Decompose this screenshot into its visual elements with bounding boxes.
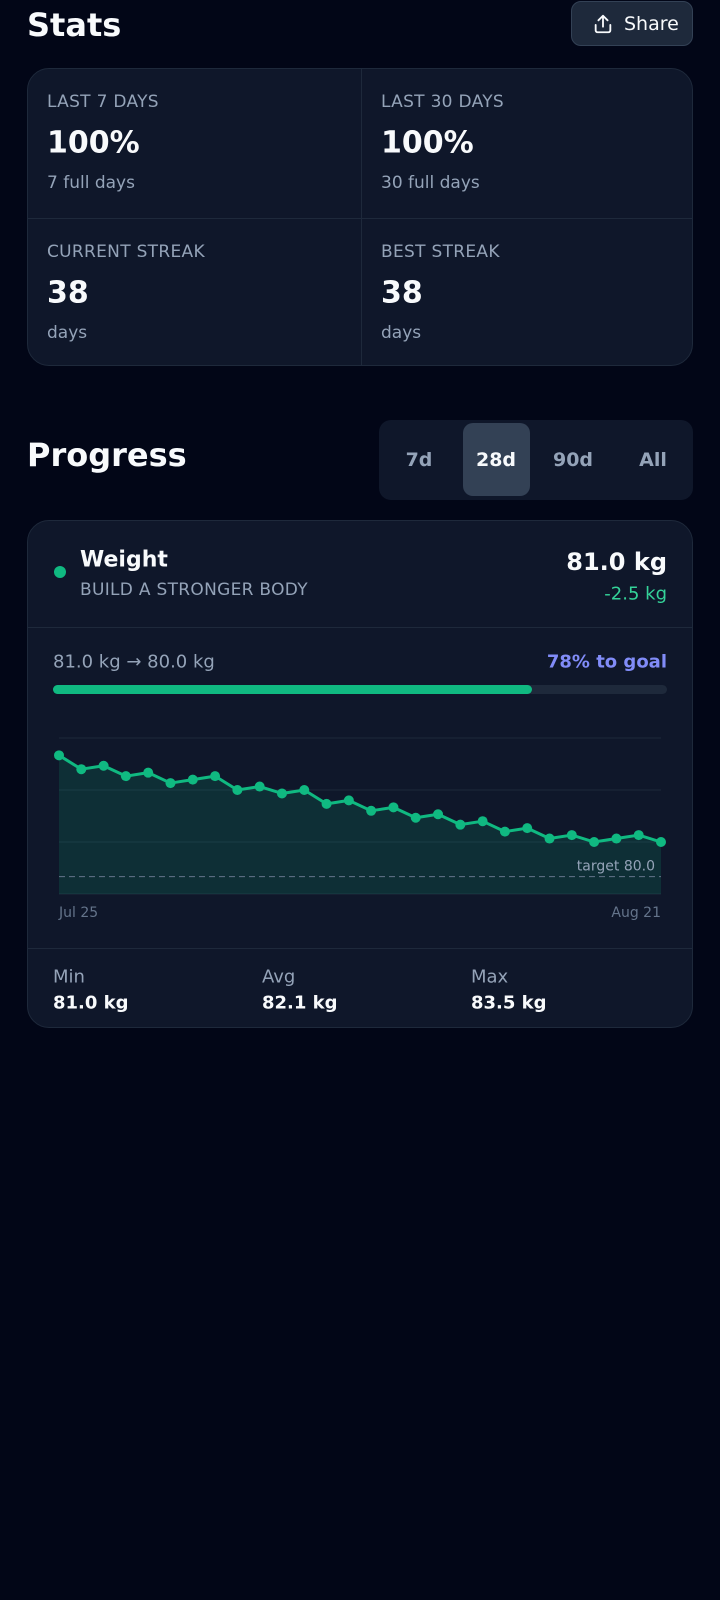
range-selected-bg xyxy=(463,423,530,496)
point xyxy=(343,795,354,806)
stat-value: 38 xyxy=(47,275,89,311)
divider xyxy=(28,218,692,219)
share-icon xyxy=(594,14,612,34)
divider xyxy=(28,948,692,949)
point xyxy=(120,771,131,782)
stat-sub: days xyxy=(381,323,422,343)
summary-value: 83.5 kg xyxy=(471,992,547,1014)
progress-title: Progress xyxy=(27,436,187,474)
x-tick-label: Jul 25 xyxy=(58,905,98,921)
summary-value: 81.0 kg xyxy=(53,992,129,1014)
metric-subtitle: BUILD A STRONGER BODY xyxy=(80,580,308,600)
stat-label: CURRENT STREAK xyxy=(47,242,205,262)
share-button[interactable]: Share xyxy=(571,1,693,46)
range-text: 81.0 kg → 80.0 kg xyxy=(53,651,215,673)
chart: Jul 25 Aug 21 target 80.0 xyxy=(54,737,666,921)
progress-fill xyxy=(53,685,532,694)
metric-change: -2.5 kg xyxy=(604,583,667,605)
point xyxy=(299,785,310,795)
point xyxy=(98,760,109,771)
point xyxy=(566,830,577,841)
point xyxy=(656,837,666,847)
point xyxy=(611,833,622,844)
range-option[interactable]: All xyxy=(639,449,667,471)
share-label: Share xyxy=(624,13,679,35)
point xyxy=(232,785,243,795)
point xyxy=(410,812,421,823)
point xyxy=(254,781,265,792)
point xyxy=(633,830,644,841)
point xyxy=(366,805,377,816)
stat-sub: 7 full days xyxy=(47,173,135,193)
point xyxy=(477,816,488,827)
range-selector xyxy=(379,420,693,500)
divider xyxy=(361,69,362,365)
divider xyxy=(28,627,692,628)
range-option[interactable]: 90d xyxy=(552,449,594,471)
point xyxy=(187,774,198,785)
stat-label: LAST 7 DAYS xyxy=(47,92,159,112)
point xyxy=(321,798,332,809)
stat-value: 38 xyxy=(381,275,423,311)
stat-label: LAST 30 DAYS xyxy=(381,92,504,112)
point xyxy=(165,778,176,789)
point xyxy=(54,750,64,761)
metric-current: 81.0 kg xyxy=(566,548,667,576)
goal-label: 78% to goal xyxy=(546,651,667,673)
point xyxy=(522,823,533,834)
point xyxy=(143,767,154,778)
summary-value: 82.1 kg xyxy=(262,992,338,1014)
point xyxy=(276,788,287,799)
range-option[interactable]: 28d xyxy=(475,449,517,471)
point xyxy=(433,809,444,820)
point xyxy=(455,819,466,830)
summary-label: Max xyxy=(471,966,509,988)
summary-label: Avg xyxy=(262,966,296,988)
target-label: target 80.0 xyxy=(577,859,655,875)
point xyxy=(499,826,510,837)
range-option[interactable]: 7d xyxy=(405,449,433,471)
point xyxy=(589,837,600,847)
progress-track xyxy=(53,685,667,694)
line xyxy=(58,754,662,844)
stats-title: Stats xyxy=(27,6,122,44)
point xyxy=(76,764,87,775)
x-tick-label: Aug 21 xyxy=(611,905,661,921)
area xyxy=(59,755,661,894)
metric-name: Weight xyxy=(80,547,168,573)
stat-value: 100% xyxy=(381,125,474,161)
point xyxy=(388,802,399,813)
point xyxy=(210,771,221,782)
stat-label: BEST STREAK xyxy=(381,242,500,262)
stat-sub: days xyxy=(47,323,88,343)
metric-dot xyxy=(54,566,66,578)
stat-value: 100% xyxy=(47,125,140,161)
summary-label: Min xyxy=(53,966,85,988)
stat-sub: 30 full days xyxy=(381,173,480,193)
point xyxy=(544,833,555,844)
stats-card xyxy=(27,68,693,366)
